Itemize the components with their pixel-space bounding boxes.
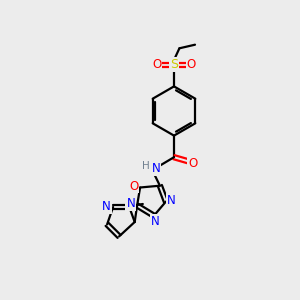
Text: N: N [151, 215, 160, 228]
Text: N: N [102, 200, 111, 214]
Text: H: H [142, 161, 149, 171]
Text: N: N [167, 194, 176, 207]
Text: N: N [126, 197, 135, 210]
Text: O: O [152, 58, 161, 71]
Text: O: O [129, 179, 138, 193]
Text: S: S [170, 58, 178, 71]
Text: O: O [188, 157, 197, 170]
Text: N: N [152, 162, 160, 175]
Text: O: O [187, 58, 196, 71]
